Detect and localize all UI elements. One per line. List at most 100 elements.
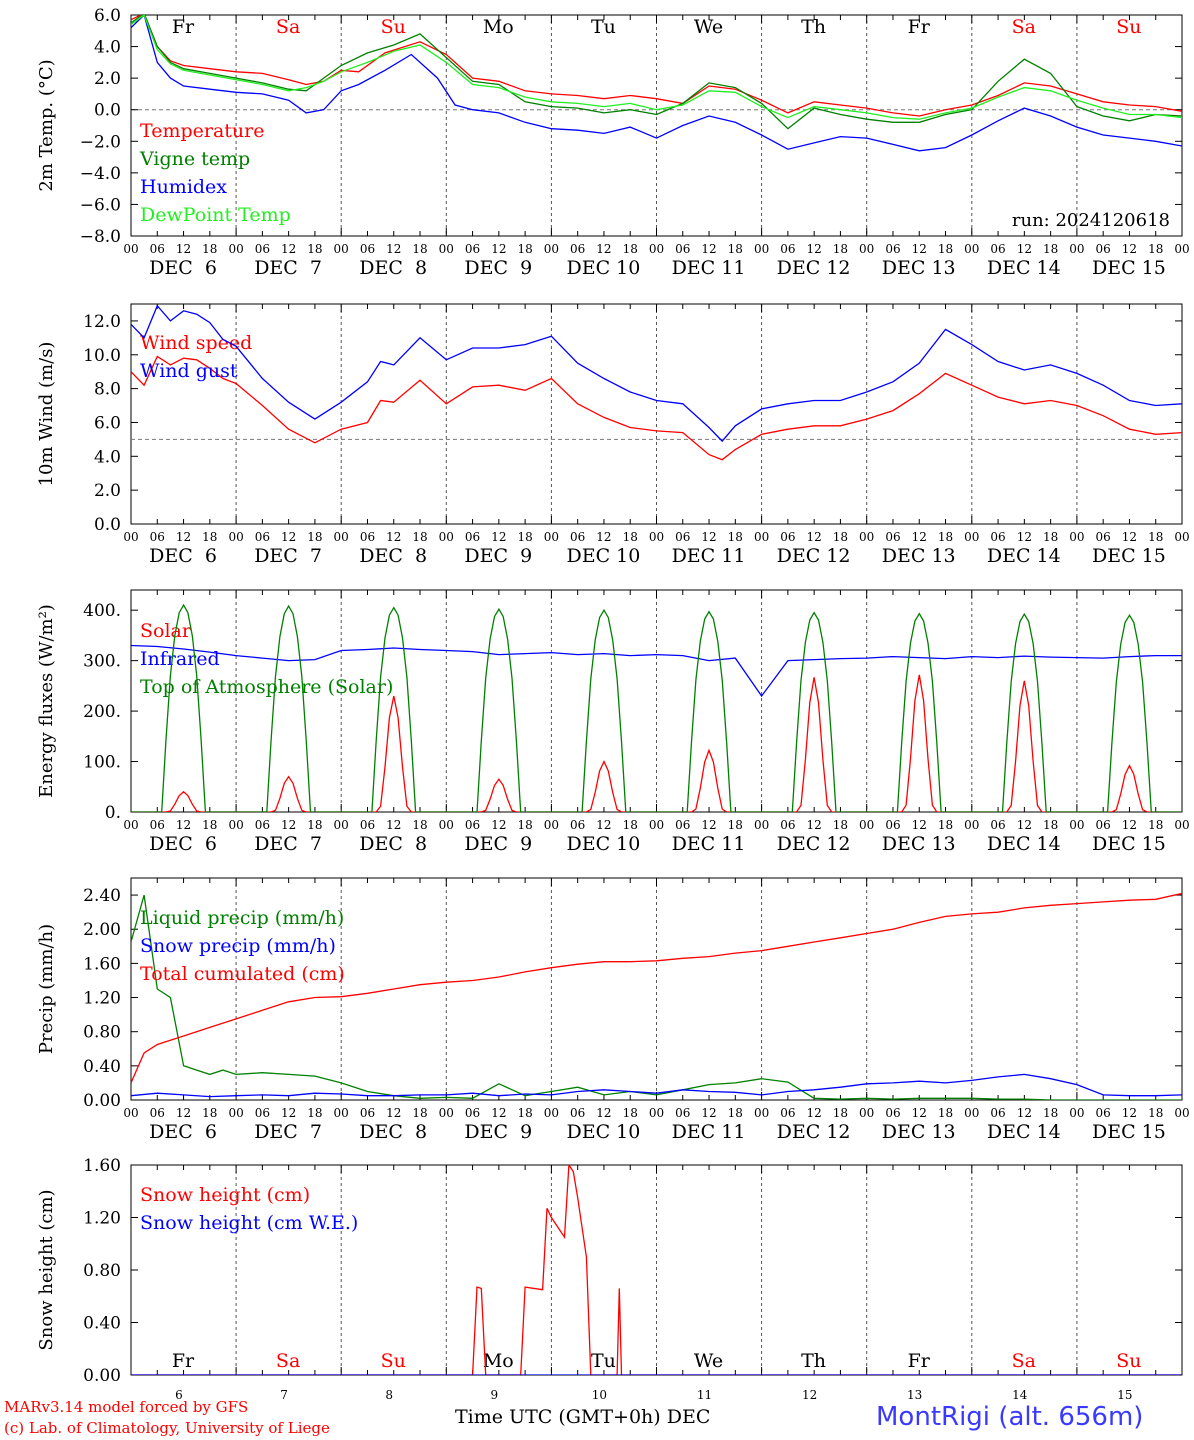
- day-label: DEC 9: [464, 545, 532, 567]
- hour-tick-label: 00: [964, 530, 979, 544]
- hour-tick-label: 18: [1148, 242, 1163, 256]
- day-label: DEC 8: [359, 257, 427, 279]
- hour-tick-label: 06: [780, 242, 795, 256]
- hour-tick-label: 06: [465, 242, 480, 256]
- day-label: DEC 7: [254, 833, 322, 855]
- y-tick-label: 2.0: [94, 69, 121, 89]
- hour-tick-label: 12: [491, 1106, 506, 1120]
- day-label: DEC 8: [359, 833, 427, 855]
- weekday-label: Su: [381, 1350, 406, 1372]
- hour-tick-label: 12: [386, 818, 401, 832]
- weekday-label: Su: [1116, 1350, 1141, 1372]
- hour-tick-label: 06: [255, 242, 270, 256]
- y-tick-label: 12.0: [83, 312, 121, 332]
- hour-tick-label: 18: [307, 530, 322, 544]
- day-label: DEC 13: [882, 257, 956, 279]
- day-label: DEC 12: [777, 833, 851, 855]
- hour-tick-label: 06: [570, 242, 585, 256]
- day-label: DEC 7: [254, 1121, 322, 1143]
- hour-tick-label: 18: [623, 1106, 638, 1120]
- weekday-label: Su: [381, 16, 406, 38]
- day-label: DEC 6: [149, 1121, 217, 1143]
- hour-tick-label: 00: [859, 1106, 874, 1120]
- hour-tick-label: 00: [1069, 242, 1084, 256]
- hour-tick-label: 06: [360, 818, 375, 832]
- hour-tick-label: 00: [334, 530, 349, 544]
- hour-tick-label: 12: [912, 1106, 927, 1120]
- weekday-label: We: [694, 16, 723, 38]
- series-line: [131, 603, 1182, 812]
- hour-tick-label: 12: [807, 1106, 822, 1120]
- weekday-label: Fr: [908, 1350, 931, 1372]
- hour-tick-label: 06: [885, 1106, 900, 1120]
- hour-tick-label: 18: [938, 1106, 953, 1120]
- hour-tick-label: 18: [412, 1106, 427, 1120]
- hour-tick-label: 18: [1043, 1106, 1058, 1120]
- legend-entry: Snow precip (mm/h): [140, 935, 336, 957]
- weekday-label: Tu: [591, 1350, 616, 1372]
- hour-tick-label: 12: [701, 242, 716, 256]
- hour-tick-label: 18: [938, 242, 953, 256]
- hour-tick-label: 12: [596, 242, 611, 256]
- legend-entry: Infrared: [140, 648, 220, 670]
- legend-entry: Solar: [140, 620, 192, 642]
- y-tick-label: 100.: [83, 753, 121, 773]
- day-label: DEC 12: [777, 545, 851, 567]
- hour-tick-label: 12: [596, 818, 611, 832]
- day-label: DEC 15: [1092, 1121, 1166, 1143]
- y-tick-label: 0.40: [83, 1057, 121, 1077]
- hour-tick-label: 18: [728, 818, 743, 832]
- legend-entry: DewPoint Temp: [140, 204, 291, 226]
- hour-tick-label: 06: [990, 818, 1005, 832]
- hour-tick-label: 18: [307, 818, 322, 832]
- hour-tick-label: 06: [150, 242, 165, 256]
- day-label: DEC 13: [882, 1121, 956, 1143]
- series-line: [131, 644, 1182, 698]
- legend-entry: Top of Atmosphere (Solar): [140, 676, 393, 698]
- y-tick-label: 300.: [83, 652, 121, 672]
- y-tick-label: −4.0: [80, 164, 121, 184]
- y-axis-label: Snow height (cm): [36, 1189, 57, 1350]
- day-label: DEC 14: [987, 833, 1061, 855]
- station-name: MontRigi (alt. 656m): [876, 1402, 1144, 1432]
- hour-tick-label: 00: [123, 242, 138, 256]
- legend-entry: Vigne temp: [139, 148, 250, 170]
- hour-tick-label: 00: [1174, 818, 1189, 832]
- hour-tick-label: 18: [202, 1106, 217, 1120]
- hour-tick-label: 00: [1174, 1106, 1189, 1120]
- hour-tick-label: 00: [754, 242, 769, 256]
- hour-tick-label: 12: [701, 530, 716, 544]
- model-credit: MARv3.14 model forced by GFS: [4, 1398, 249, 1416]
- panel-1: 6.0 4.0 2.0 0.0 −2.0 −4.0 −6.0 −8.0 2m Temp. (°C…: [36, 6, 1190, 279]
- hour-tick-label: 06: [675, 818, 690, 832]
- hour-tick-label: 06: [255, 1106, 270, 1120]
- y-tick-label: 0.: [105, 803, 121, 823]
- hour-tick-label: 00: [649, 242, 664, 256]
- hour-tick-label: 00: [123, 818, 138, 832]
- hour-tick-label: 18: [728, 242, 743, 256]
- day-label: DEC 9: [464, 1121, 532, 1143]
- hour-tick-label: 06: [885, 242, 900, 256]
- hour-tick-label: 12: [491, 818, 506, 832]
- hour-tick-label: 06: [150, 1106, 165, 1120]
- hour-tick-label: 00: [754, 1106, 769, 1120]
- day-number-label: 10: [592, 1388, 607, 1402]
- day-label: DEC 10: [566, 545, 640, 567]
- series-line: [131, 1073, 1182, 1098]
- y-tick-label: 4.0: [94, 38, 121, 58]
- series-line: [131, 355, 1182, 461]
- weekday-label: Mo: [483, 16, 514, 38]
- hour-tick-label: 06: [255, 818, 270, 832]
- legend-entry: Temperature: [140, 120, 264, 142]
- hour-tick-label: 18: [1148, 1106, 1163, 1120]
- day-label: DEC 14: [987, 1121, 1061, 1143]
- hour-tick-label: 18: [1148, 530, 1163, 544]
- y-tick-label: 200.: [83, 702, 121, 722]
- hour-tick-label: 00: [439, 242, 454, 256]
- hour-tick-label: 18: [623, 242, 638, 256]
- y-tick-label: 0.00: [83, 1366, 121, 1386]
- y-tick-label: −8.0: [80, 227, 121, 247]
- hour-tick-label: 12: [1122, 530, 1137, 544]
- weekday-label: We: [694, 1350, 723, 1372]
- hour-tick-label: 00: [228, 242, 243, 256]
